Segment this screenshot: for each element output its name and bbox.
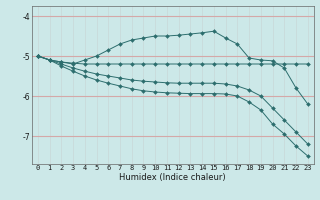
X-axis label: Humidex (Indice chaleur): Humidex (Indice chaleur) bbox=[119, 173, 226, 182]
